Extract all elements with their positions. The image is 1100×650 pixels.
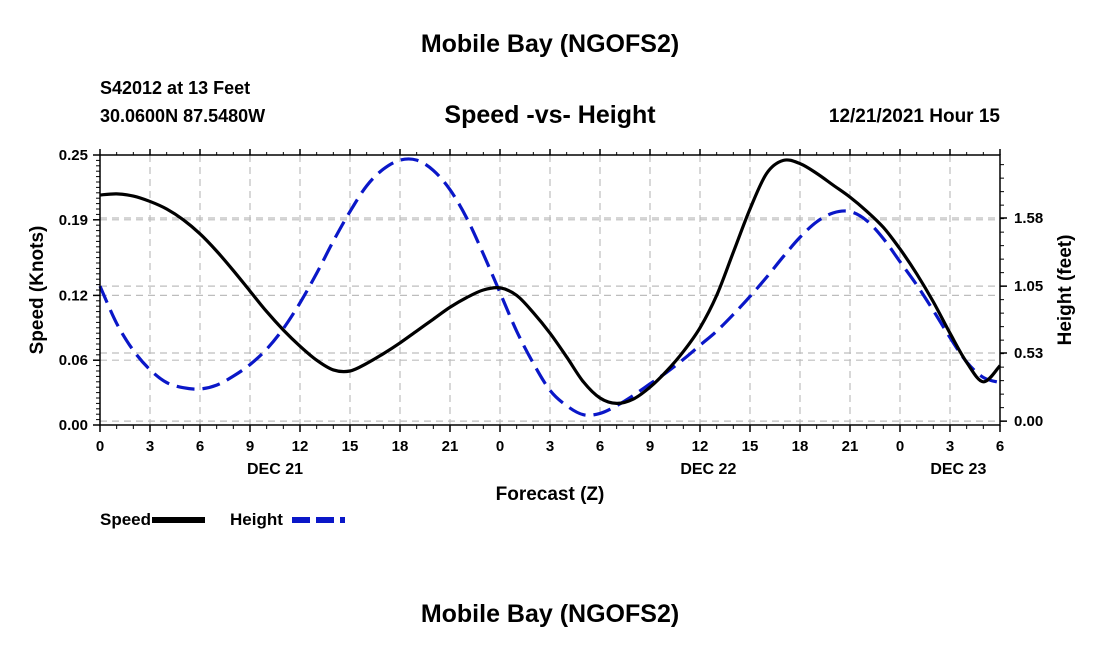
- legend: Speed Height: [100, 510, 345, 529]
- station-label: S42012 at 13 Feet: [100, 78, 251, 98]
- x-tick-label: 21: [842, 438, 859, 455]
- grid-lines: [100, 155, 1000, 425]
- date-label: DEC 23: [930, 461, 986, 478]
- x-tick-label: 18: [792, 438, 809, 455]
- x-tick-label: 15: [742, 438, 759, 455]
- date-label: DEC 21: [247, 461, 303, 478]
- y-left-tick-label: 0.06: [59, 352, 88, 369]
- date-label: DEC 22: [680, 461, 736, 478]
- legend-label-speed: Speed: [100, 510, 151, 529]
- chart-main-title: Mobile Bay (NGOFS2): [420, 30, 680, 58]
- x-tick-label: 9: [246, 438, 254, 455]
- y-right-tick-label: 1.58: [1014, 210, 1043, 227]
- x-tick-label: 21: [442, 438, 459, 455]
- footer-title: Mobile Bay (NGOFS2): [420, 600, 680, 628]
- y-left-tick-label: 0.00: [59, 417, 88, 434]
- legend-label-height: Height: [230, 510, 283, 529]
- x-tick-label: 3: [546, 438, 554, 455]
- forecast-datetime: 12/21/2021 Hour 15: [828, 106, 1000, 127]
- height-series-line: [98, 157, 1001, 417]
- x-tick-label: 3: [146, 438, 154, 455]
- plot-title: Speed -vs- Height: [444, 101, 656, 129]
- x-axis-label: Forecast (Z): [496, 484, 605, 505]
- x-tick-label: 0: [496, 438, 504, 455]
- speed-series-line: [99, 158, 1002, 406]
- x-tick-label: 18: [392, 438, 409, 455]
- x-tick-label: 0: [896, 438, 904, 455]
- y-left-tick-label: 0.25: [59, 147, 88, 164]
- x-tick-label: 12: [692, 438, 709, 455]
- x-tick-label: 6: [196, 438, 204, 455]
- y-axis-left-label: Speed (Knots): [27, 226, 48, 355]
- y-left-tick-label: 0.12: [59, 287, 88, 304]
- x-tick-label: 6: [996, 438, 1004, 455]
- y-axis-right-label: Height (feet): [1055, 235, 1076, 346]
- x-tick-label: 12: [292, 438, 309, 455]
- x-tick-label: 3: [946, 438, 954, 455]
- y-left-tick-label: 0.19: [59, 212, 88, 229]
- station-coordinates: 30.0600N 87.5480W: [100, 106, 266, 126]
- x-tick-label: 9: [646, 438, 654, 455]
- x-tick-label: 15: [342, 438, 359, 455]
- axes: 0 3 6 9 12 15 18 21 0 3 6 9 12 15 18 21 0 3 6 DEC 21 DEC 22 D…: [59, 147, 1043, 478]
- y-right-tick-label: 0.00: [1014, 413, 1043, 430]
- y-right-tick-label: 0.53: [1014, 345, 1043, 362]
- series-layer: [98, 157, 1002, 417]
- x-tick-label: 6: [596, 438, 604, 455]
- x-tick-label: 0: [96, 438, 104, 455]
- y-right-tick-label: 1.05: [1014, 278, 1043, 295]
